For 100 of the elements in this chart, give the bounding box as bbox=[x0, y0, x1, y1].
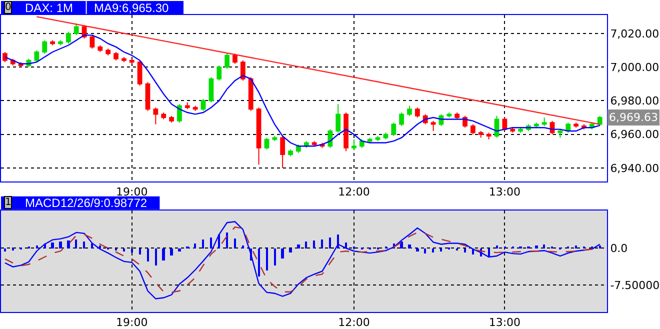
bar bbox=[289, 248, 292, 252]
candlestick bbox=[145, 82, 150, 112]
bar bbox=[131, 248, 133, 252]
candlestick bbox=[375, 136, 380, 142]
chart-title: MACD12/26/9:0.98772 bbox=[25, 196, 148, 210]
bar bbox=[400, 241, 403, 248]
x-tick-label: 13:00 bbox=[488, 316, 521, 329]
candlestick bbox=[478, 130, 484, 138]
chart-title: DAX: 1M bbox=[25, 1, 74, 15]
bar bbox=[12, 247, 14, 250]
y-tick-label: 6,940.00 bbox=[610, 162, 660, 175]
candlestick bbox=[98, 44, 103, 52]
bar bbox=[274, 248, 276, 266]
bar bbox=[51, 242, 54, 248]
candlestick bbox=[224, 53, 230, 70]
bar bbox=[266, 248, 268, 270]
bar bbox=[178, 248, 181, 252]
y-tick-label: 7,000.00 bbox=[610, 60, 660, 74]
x-tick-label: 12:00 bbox=[338, 316, 370, 329]
bar bbox=[464, 248, 466, 252]
candlestick bbox=[122, 56, 126, 63]
candlestick bbox=[184, 102, 190, 110]
candlestick bbox=[288, 149, 293, 157]
candlestick bbox=[256, 106, 262, 166]
candlestick bbox=[414, 106, 420, 118]
bar bbox=[432, 248, 434, 252]
bar bbox=[329, 237, 331, 248]
candlestick bbox=[240, 60, 246, 82]
candlestick bbox=[597, 115, 602, 126]
x-tick-label: 13:00 bbox=[488, 186, 521, 199]
bar bbox=[147, 248, 149, 262]
bar bbox=[305, 241, 307, 248]
text: 0 bbox=[5, 2, 12, 13]
candlestick bbox=[534, 122, 539, 128]
bar bbox=[281, 248, 284, 258]
candlestick bbox=[216, 64, 222, 82]
candlestick bbox=[470, 124, 476, 135]
bar bbox=[535, 245, 538, 248]
candlestick bbox=[502, 117, 508, 132]
bar bbox=[575, 245, 577, 248]
bar bbox=[83, 241, 85, 248]
candlestick bbox=[58, 40, 63, 46]
bar bbox=[155, 248, 157, 266]
candlestick bbox=[248, 76, 254, 112]
y-tick-label: 7,020.00 bbox=[610, 27, 660, 40]
bar bbox=[234, 238, 236, 248]
bar bbox=[416, 248, 419, 252]
candlestick bbox=[42, 40, 48, 54]
bar bbox=[440, 248, 442, 252]
bar bbox=[210, 237, 212, 248]
bar bbox=[202, 239, 204, 248]
bar bbox=[75, 239, 77, 248]
bar bbox=[258, 248, 260, 276]
candlestick bbox=[407, 105, 412, 116]
candlestick bbox=[352, 138, 356, 150]
candlestick bbox=[312, 140, 317, 147]
candlestick bbox=[114, 51, 118, 61]
text: 6,969.63 bbox=[609, 111, 658, 124]
candlestick bbox=[2, 51, 8, 63]
bar bbox=[218, 234, 220, 248]
bar bbox=[59, 241, 62, 248]
bar bbox=[408, 244, 411, 248]
candlestick bbox=[391, 122, 396, 137]
candlestick bbox=[153, 106, 158, 125]
text: 1 bbox=[5, 197, 12, 208]
candlestick bbox=[137, 60, 142, 86]
y-tick-label: 6,980.00 bbox=[610, 94, 660, 108]
candlestick bbox=[161, 112, 166, 120]
bar bbox=[4, 248, 6, 252]
candlestick bbox=[232, 53, 238, 64]
bar bbox=[297, 244, 300, 248]
bar bbox=[170, 248, 173, 256]
bar bbox=[496, 245, 498, 248]
candlestick bbox=[558, 128, 563, 138]
candlestick bbox=[177, 104, 182, 124]
bar bbox=[36, 245, 38, 248]
bar bbox=[91, 243, 93, 248]
bar bbox=[313, 240, 315, 248]
x-tick-label: 19:00 bbox=[116, 186, 148, 199]
bar bbox=[67, 240, 70, 248]
candlestick bbox=[344, 112, 348, 152]
candlestick bbox=[336, 104, 341, 134]
candlestick bbox=[106, 48, 111, 56]
bar bbox=[321, 239, 323, 248]
candlestick bbox=[510, 127, 516, 134]
candlestick bbox=[50, 40, 55, 46]
candlestick bbox=[446, 112, 452, 118]
bar bbox=[424, 248, 426, 254]
x-tick-label: 12:00 bbox=[338, 186, 370, 199]
x-tick-label: 19:00 bbox=[116, 316, 148, 329]
candlestick bbox=[430, 120, 436, 132]
candlestick bbox=[399, 112, 404, 126]
bar bbox=[194, 243, 196, 248]
candlestick bbox=[518, 127, 523, 134]
candlestick bbox=[280, 136, 286, 168]
y-tick-label: -7.50000 bbox=[610, 278, 660, 292]
candlestick bbox=[208, 76, 214, 103]
chart-subtitle: MA9:6,965.30 bbox=[94, 1, 170, 15]
candlestick bbox=[90, 34, 95, 50]
bar bbox=[543, 244, 545, 248]
